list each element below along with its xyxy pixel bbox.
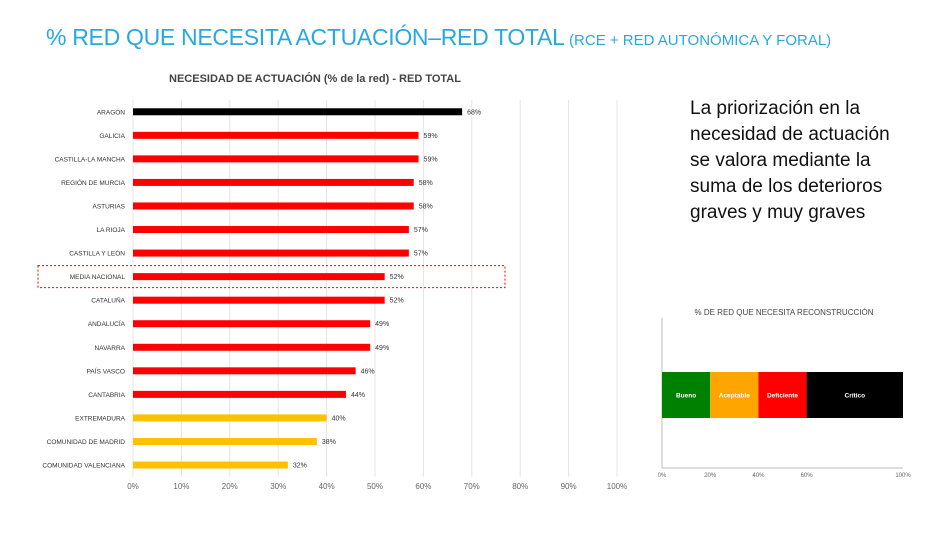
reconstruction-chart-title: % DE RED QUE NECESITA RECONSTRUCCIÓN (694, 308, 874, 317)
category-label: ASTURIAS (92, 203, 125, 210)
category-label: CATALUÑA (91, 296, 125, 305)
x-tick-label: 60% (801, 473, 814, 479)
bar (133, 155, 419, 163)
x-tick-label: 100% (607, 482, 627, 491)
highlight-box (37, 265, 506, 289)
category-label: ARAGÓN (97, 107, 125, 116)
category-label: COMUNIDAD VALENCIANA (42, 463, 125, 470)
reconstruction-bar-chart: Bueno Aceptable Deficiente Crítico 0% 20% 40% 6… (658, 318, 911, 479)
value-label: 52% (390, 274, 404, 281)
bar (133, 273, 385, 281)
value-label: 46% (361, 368, 375, 375)
value-label: 59% (424, 133, 438, 140)
segment-label: Aceptable (719, 393, 750, 400)
value-label: 40% (332, 415, 346, 422)
value-label: 38% (322, 439, 336, 446)
bar (133, 343, 371, 351)
category-label: CASTILLA Y LEÓN (69, 249, 125, 258)
category-label: LA RIOJA (96, 227, 125, 234)
x-tick-label: 100% (895, 473, 911, 479)
category-label: REGIÓN DE MURCIA (61, 178, 126, 187)
value-label: 57% (414, 251, 428, 258)
bar (133, 390, 346, 398)
x-tick-label: 20% (222, 482, 238, 491)
x-tick-label: 0% (658, 473, 667, 479)
segment-label: Deficiente (767, 393, 798, 400)
bar (133, 414, 327, 422)
value-label: 52% (390, 298, 404, 305)
main-bar-chart: 0% 10% 20% 30% 40% 50% 60% 70% 80% 90% 100% ARAGÓN 6… (37, 100, 627, 491)
value-label: 58% (419, 203, 433, 210)
stacked-segment (710, 372, 759, 418)
value-label: 49% (375, 321, 389, 328)
value-label: 57% (414, 227, 428, 234)
stacked-segment (662, 372, 711, 418)
bar (133, 108, 463, 116)
value-label: 44% (351, 392, 365, 399)
bar (133, 249, 409, 257)
page-title: % RED QUE NECESITA ACTUACIÓN–RED TOTAL (… (46, 24, 831, 51)
category-label: GALICIA (99, 133, 125, 140)
page-title-sub: (RCE + RED AUTONÓMICA Y FORAL) (569, 32, 832, 49)
x-tick-label: 90% (561, 482, 577, 491)
segment-label: Bueno (676, 393, 696, 400)
bar (133, 296, 385, 304)
bar (133, 131, 419, 139)
bar (133, 226, 409, 234)
x-tick-label: 40% (752, 473, 765, 479)
x-tick-label: 10% (173, 482, 189, 491)
x-tick-label: 80% (512, 482, 528, 491)
category-label: COMUNIDAD DE MADRID (47, 439, 126, 446)
x-tick-label: 50% (367, 482, 383, 491)
category-label: ANDALUCÍA (88, 319, 126, 328)
value-label: 58% (419, 180, 433, 187)
bar (133, 461, 288, 469)
x-tick-label: 30% (270, 482, 286, 491)
value-label: 68% (467, 109, 481, 116)
value-label: 49% (375, 345, 389, 352)
value-label: 59% (424, 156, 438, 163)
category-label: CANTABRIA (88, 392, 125, 399)
bar (133, 367, 356, 375)
bar (133, 178, 414, 186)
category-label: PAÍS VASCO (87, 366, 125, 375)
main-chart-title: NECESIDAD DE ACTUACIÓN (% de la red) - R… (169, 73, 461, 85)
x-tick-label: 60% (415, 482, 431, 491)
stacked-segment (758, 372, 807, 418)
explanation-text: La priorización en la necesidad de actua… (690, 98, 890, 223)
bar (133, 202, 414, 210)
page-title-main: % RED QUE NECESITA ACTUACIÓN–RED TOTAL (46, 24, 565, 50)
x-tick-label: 40% (319, 482, 335, 491)
segment-label: Crítico (845, 393, 866, 400)
x-tick-label: 70% (464, 482, 480, 491)
value-label: 32% (293, 463, 307, 470)
bar (133, 320, 371, 328)
category-label: MEDIA NACIONAL (70, 274, 126, 281)
category-label: NAVARRA (95, 345, 126, 352)
x-tick-label: 20% (704, 473, 717, 479)
bar (133, 437, 317, 445)
category-label: EXTREMADURA (75, 415, 126, 422)
category-label: CASTILLA-LA MANCHA (55, 156, 126, 163)
stacked-segment (806, 372, 903, 418)
x-tick-label: 0% (127, 482, 139, 491)
